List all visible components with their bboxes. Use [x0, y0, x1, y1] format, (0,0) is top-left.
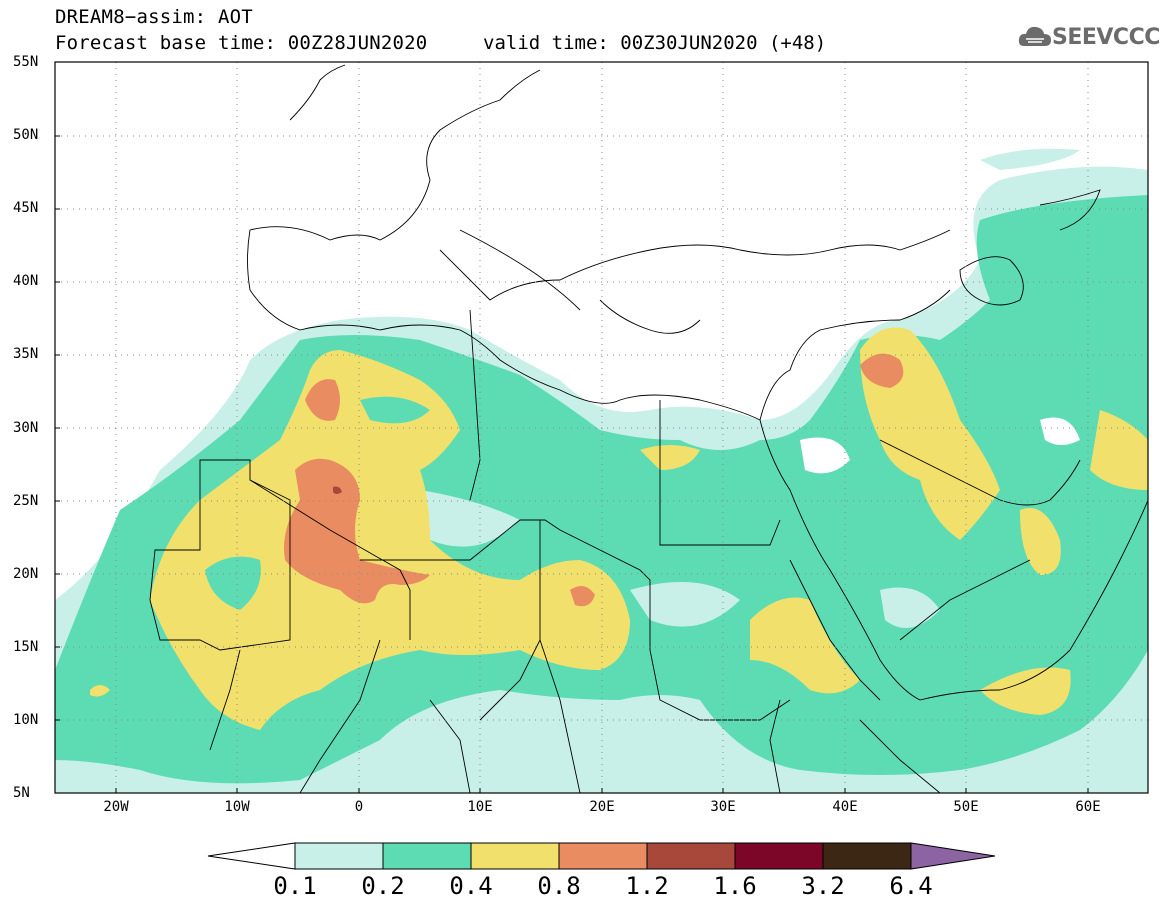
lat-label: 30N: [13, 419, 39, 436]
aot-level-0.8: [284, 458, 430, 604]
lon-label: 20W: [103, 799, 129, 815]
lat-label: 25N: [13, 492, 39, 509]
colorbar-bin: [558, 842, 648, 870]
colorbar-label: 0.1: [273, 872, 317, 900]
cloud-icon: [1018, 26, 1051, 46]
lat-label: 50N: [13, 127, 39, 144]
seevccc-logo: [1018, 22, 1158, 56]
lat-label: 45N: [13, 200, 39, 217]
colorbar-label: 1.6: [713, 872, 757, 900]
lon-label: 50E: [953, 799, 979, 815]
ticks: [55, 61, 1089, 793]
grid: [55, 62, 1148, 793]
colorbar-over-triangle: [910, 842, 996, 870]
colorbar-label: 1.2: [625, 872, 669, 900]
lon-label: 40E: [832, 799, 858, 815]
colorbar-bin: [822, 842, 912, 870]
lon-label: 20E: [589, 799, 615, 815]
boundaries: [149, 64, 1148, 793]
lon-label: 60E: [1075, 799, 1101, 815]
aot-field: [55, 148, 1148, 793]
colorbar-bin: [294, 842, 384, 870]
valid-time: valid time: 00Z30JUN2020 (+48): [483, 32, 827, 54]
colorbar-label: 0.4: [449, 872, 493, 900]
logo-text: SEEVCCC: [1052, 25, 1160, 50]
lon-label: 30E: [710, 799, 736, 815]
lon-label: 10E: [467, 799, 493, 815]
colorbar-label: 6.4: [889, 872, 933, 900]
product-title: DREAM8−assim: AOT: [55, 6, 253, 28]
lon-label: 0: [354, 799, 364, 815]
aot-level-0.1-north: [980, 148, 1080, 170]
colorbar-label: 0.2: [361, 872, 405, 900]
lat-label: 40N: [13, 273, 39, 290]
base-time: Forecast base time: 00Z28JUN2020: [55, 32, 428, 54]
lat-label: 35N: [13, 346, 39, 363]
lat-label: 55N: [13, 54, 39, 70]
lon-label: 10W: [224, 799, 250, 815]
colorbar-bin: [382, 842, 472, 870]
colorbar-label: 0.8: [537, 872, 581, 900]
lat-label: 15N: [13, 638, 39, 655]
colorbar-bin: [734, 842, 824, 870]
colorbar-label: 3.2: [801, 872, 845, 900]
aot-level-0.4: [150, 350, 630, 730]
lat-label: 20N: [13, 565, 39, 582]
colorbar-bin: [646, 842, 736, 870]
colorbar-bin: [470, 842, 560, 870]
lat-label: 10N: [13, 711, 39, 728]
colorbar-under-triangle: [207, 842, 296, 870]
colorbar: [207, 842, 996, 870]
lat-label: 5N: [13, 785, 30, 801]
